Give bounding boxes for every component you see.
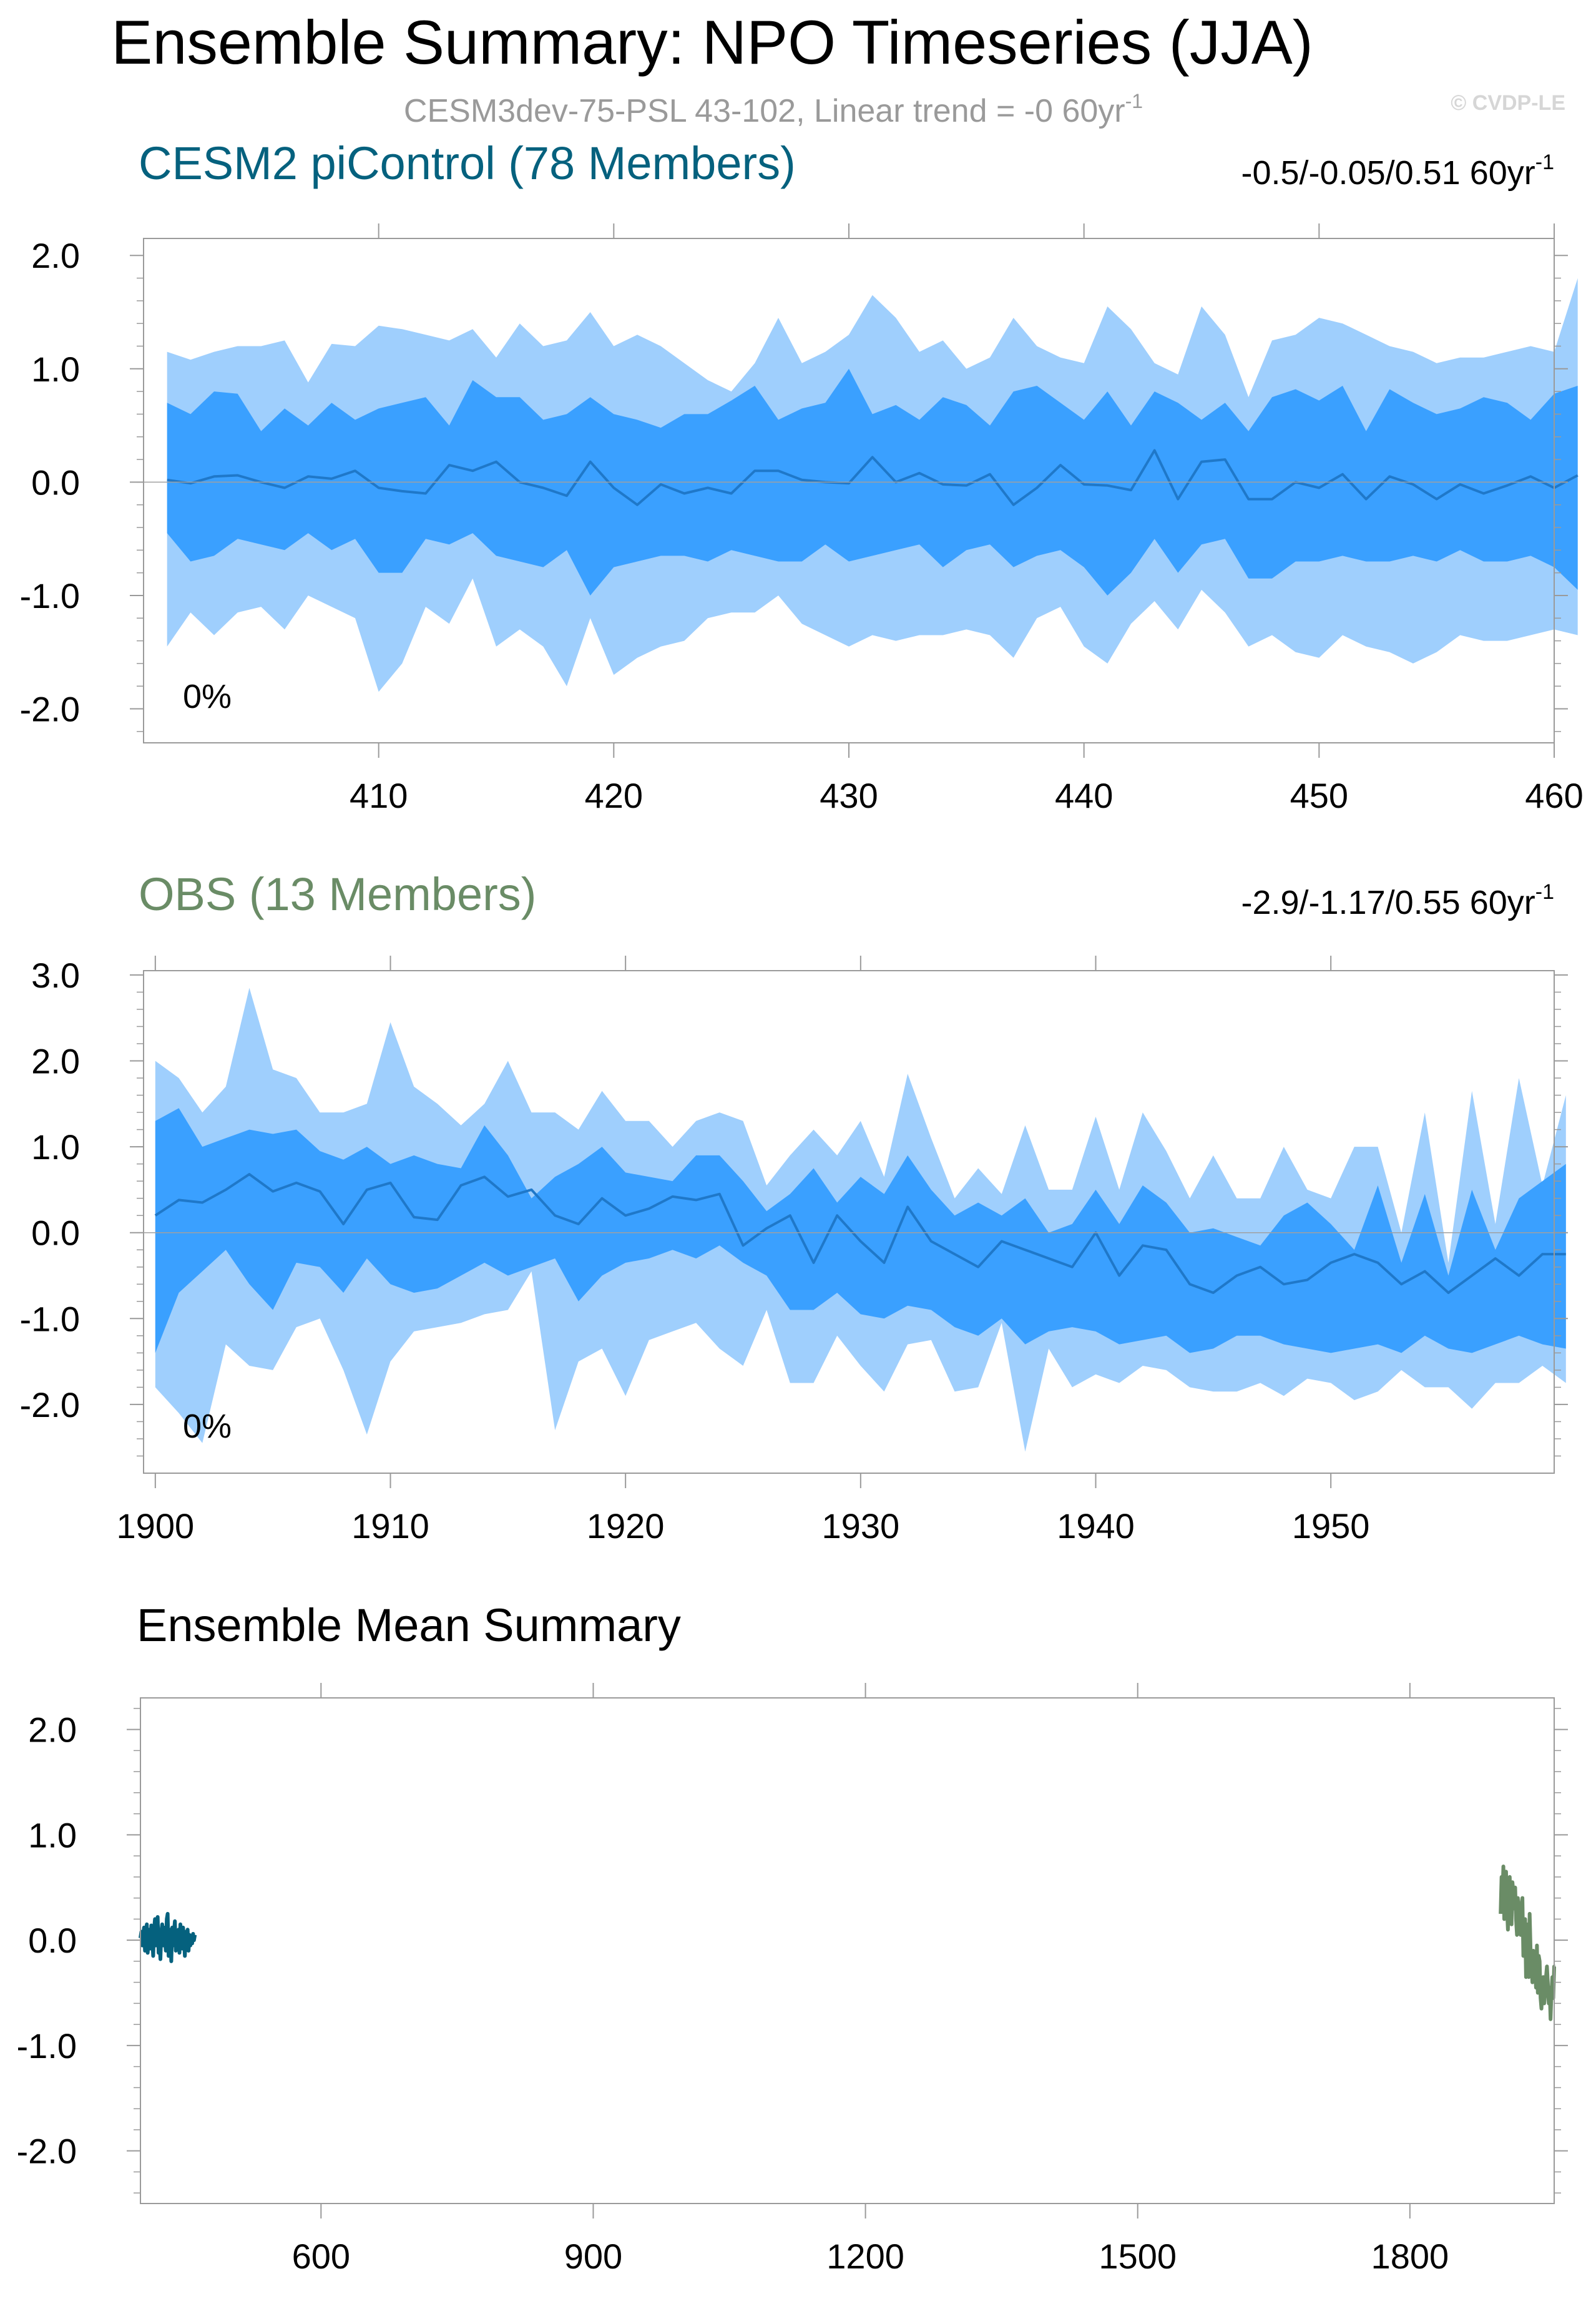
ensemble-bands-obs [154, 988, 1566, 1452]
x-tick-label: 1200 [826, 2237, 904, 2276]
panel-stats-obs: -2.9/-1.17/0.55 60yr-1 [1241, 880, 1554, 921]
y-tick-label: 0.0 [31, 1213, 80, 1253]
y-tick-label: 1.0 [28, 1815, 77, 1855]
panel-title-summary: Ensemble Mean Summary [137, 1599, 681, 1651]
panel-title-obs: OBS (13 Members) [139, 868, 536, 920]
x-tick-label: 420 [585, 776, 643, 815]
y-tick-label: -1.0 [17, 2026, 77, 2066]
plot-frame [140, 1697, 1555, 2204]
y-tick-label: -2.0 [20, 1385, 81, 1424]
y-tick-label: 2.0 [28, 1710, 77, 1750]
plot-frame [143, 970, 1555, 1474]
x-tick-label: 900 [564, 2237, 622, 2276]
series-line-obs [1499, 1865, 1556, 2021]
ensemble-mean-line [154, 1173, 1566, 1294]
panel-stats-cesm: -0.5/-0.05/0.51 60yr-1 [1241, 150, 1554, 192]
x-tick-label: 600 [292, 2237, 350, 2276]
y-tick-label: 2.0 [31, 1041, 80, 1081]
ensemble-mean-line [167, 449, 1579, 506]
y-tick-label: -1.0 [20, 1299, 81, 1338]
series-line-cesm2-picontrol [139, 1911, 197, 1963]
figure-subtitle: CESM3dev-75-PSL 43-102, Linear trend = -… [404, 90, 1143, 129]
x-tick-label: 1800 [1371, 2237, 1449, 2276]
y-tick-label: 2.0 [31, 236, 80, 275]
x-tick-label: 460 [1525, 776, 1583, 815]
y-tick-label: 1.0 [31, 1127, 80, 1167]
panel-obs: OBS (13 Members) -2.9/-1.17/0.55 60yr-1 … [20, 868, 1568, 1546]
x-tick-label: 1950 [1292, 1506, 1370, 1546]
figure-title: Ensemble Summary: NPO Timeseries (JJA) [111, 7, 1313, 77]
panel-title-cesm: CESM2 piControl (78 Members) [139, 137, 796, 189]
x-tick-label: 1920 [587, 1506, 665, 1546]
y-tick-label: -2.0 [20, 690, 81, 729]
x-tick-label: 1910 [351, 1506, 429, 1546]
x-tick-label: 1900 [117, 1506, 195, 1546]
axes-cesm: 2.0 1.0 0.0 -1.0 -2.0 410 420 430 440 450 460 [20, 223, 1584, 815]
y-tick-label: 3.0 [31, 956, 80, 995]
x-tick-label: 450 [1290, 776, 1348, 815]
axes-obs: 3.0 2.0 1.0 0.0 -1.0 -2.0 1900 1910 1920 1930 1940… [20, 956, 1568, 1546]
y-tick-label: 1.0 [31, 350, 80, 389]
x-tick-label: 1940 [1057, 1506, 1135, 1546]
x-tick-label: 1500 [1099, 2237, 1177, 2276]
y-tick-label: 0.0 [31, 463, 80, 502]
x-tick-label: 430 [820, 776, 878, 815]
x-tick-label: 440 [1055, 776, 1113, 815]
percent-label-obs: 0% [183, 1408, 232, 1445]
watermark: © CVDP-LE [1451, 91, 1565, 115]
x-tick-label: 1930 [822, 1506, 900, 1546]
y-tick-label: 0.0 [28, 1921, 77, 1960]
x-tick-label: 410 [350, 776, 408, 815]
ensemble-bands-cesm [167, 278, 1579, 692]
panel-cesm: CESM2 piControl (78 Members) -0.5/-0.05/… [20, 137, 1584, 815]
axes-summary: 2.0 1.0 0.0 -1.0 -2.0 600 900 1200 1500 1800 [17, 1683, 1568, 2276]
y-tick-label: -1.0 [20, 576, 81, 615]
ensemble-mean-lines [139, 1865, 1556, 2021]
y-tick-label: -2.0 [17, 2132, 77, 2171]
percent-label-cesm: 0% [183, 678, 232, 715]
panel-summary: Ensemble Mean Summary 2.0 1.0 0.0 -1.0 -2.0 6… [17, 1599, 1568, 2276]
